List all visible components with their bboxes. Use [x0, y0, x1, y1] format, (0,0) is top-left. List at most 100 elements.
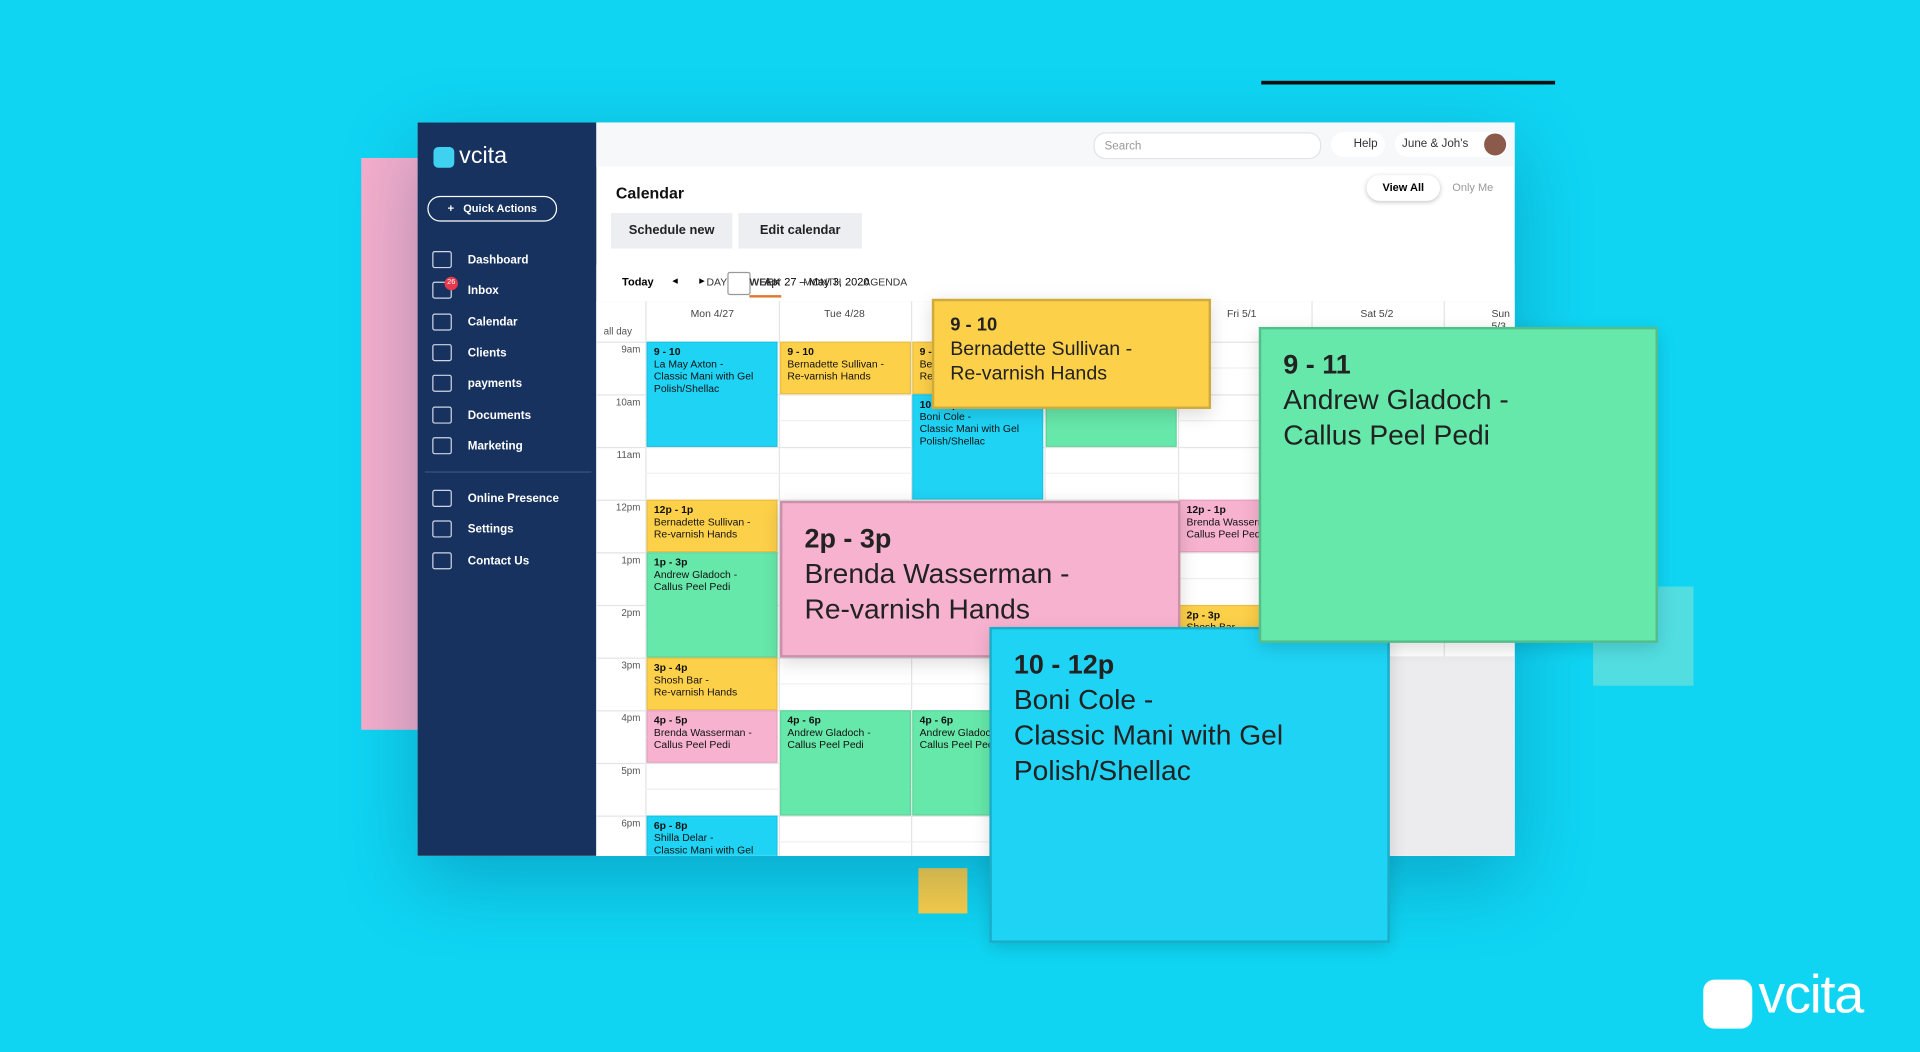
- calendar-toolbar: Today ◂ ▸ Apr 27 – May 3, 2020 DAY WEEK MO…: [596, 264, 1515, 303]
- event-popup: 2p - 3p Brenda Wasserman - Re-varnish Hand…: [780, 500, 1181, 658]
- only-me[interactable]: Only Me: [1452, 181, 1494, 194]
- event[interactable]: 3p - 4p Shosh Bar - Re-varnish Hands: [646, 657, 778, 711]
- day-header: Fri 5/1: [1226, 307, 1257, 320]
- popup-text: Andrew Gladoch -: [1283, 383, 1509, 416]
- nav-item[interactable]: Documents: [467, 408, 532, 422]
- footer-logo-icon: [1703, 979, 1753, 1029]
- today[interactable]: Today: [622, 275, 654, 288]
- nav-item[interactable]: Inbox: [467, 284, 499, 298]
- event-text: Re-varnish Hands: [653, 685, 738, 698]
- event-time: 9 - 10: [787, 345, 814, 358]
- event[interactable]: 9 - 10 La May Axton - Classic Mani with Ge…: [646, 341, 778, 447]
- quick-actions-label: Quick Actions: [463, 202, 537, 215]
- hour-line: [596, 446, 1515, 449]
- popup-text: Re-varnish Hands: [950, 363, 1108, 385]
- hour-line: [596, 499, 1515, 501]
- popup-text: Classic Mani with Gel: [1013, 718, 1284, 751]
- event-text: Classic Mani with Gel: [653, 843, 754, 856]
- popup-time: 9 - 11: [1283, 348, 1351, 380]
- nav-item[interactable]: Contact Us: [467, 554, 530, 568]
- popup-time: 10 - 12p: [1013, 648, 1115, 680]
- event-popup: 9 - 11 Andrew Gladoch - Callus Peel Pedi: [1258, 326, 1658, 643]
- event-time: 9 - 10: [653, 345, 681, 358]
- edit-calendar[interactable]: Edit calendar: [738, 213, 863, 249]
- inbox-badge: 26: [444, 276, 458, 291]
- popup-text: Re-varnish Hands: [804, 592, 1030, 625]
- nav-icon: [432, 374, 452, 393]
- date-picker[interactable]: [727, 271, 751, 296]
- hour-label: 12pm: [615, 502, 641, 514]
- plus: +: [447, 202, 464, 215]
- all-day: all day: [603, 325, 632, 337]
- view-tab: DAY: [706, 275, 728, 288]
- divider: [424, 471, 592, 473]
- nav-item[interactable]: Clients: [467, 346, 507, 360]
- date-range: Apr 27 – May 3, 2020: [764, 275, 870, 288]
- popup-text: Boni Cole -: [1013, 683, 1154, 716]
- logo-icon: [433, 146, 455, 168]
- hour-label: 3pm: [621, 660, 641, 672]
- event-time: 6p - 8p: [653, 819, 688, 832]
- prev[interactable]: ◂: [672, 274, 678, 287]
- hour-label: 10am: [615, 396, 641, 408]
- next[interactable]: ▸: [699, 274, 705, 287]
- event-text: Andrew Gladoch -: [787, 726, 871, 739]
- event-time: 12p - 1p: [1186, 503, 1226, 516]
- event[interactable]: 12p - 1p Bernadette Sullivan - Re-varnish …: [646, 499, 778, 553]
- logo-text: vcita: [459, 143, 508, 169]
- hour-label: 2pm: [621, 607, 641, 619]
- topbar: Search Help June & Joh's: [596, 122, 1515, 167]
- page-title: Calendar: [615, 183, 685, 203]
- schedule-new[interactable]: Schedule new: [611, 213, 733, 249]
- half-hour-line: [645, 472, 1515, 474]
- event-text: La May Axton -: [653, 357, 724, 370]
- nav-item[interactable]: Dashboard: [467, 253, 529, 267]
- view-tab: AGENDA: [863, 275, 908, 288]
- event-time: 4p - 6p: [919, 713, 954, 727]
- view-all[interactable]: View All: [1366, 175, 1441, 201]
- nav-icon: [432, 489, 452, 507]
- event-time: 4p - 6p: [787, 713, 821, 727]
- event[interactable]: 4p - 6p Andrew Gladoch - Callus Peel Pedi: [780, 710, 912, 816]
- nav-icon: [432, 405, 452, 424]
- hour-label: 9am: [621, 344, 641, 356]
- event-text: Brenda Wasserman -: [653, 726, 752, 739]
- nav-icon: [432, 551, 452, 569]
- event-text: Callus Peel Pedi: [919, 738, 996, 751]
- event-text: Classic Mani with Gel Polish/Shellac: [653, 369, 754, 395]
- nav-icon: [432, 312, 452, 331]
- popup-time: 9 - 10: [950, 314, 998, 336]
- popup-text: Brenda Wasserman -: [804, 557, 1070, 589]
- nav-item[interactable]: Calendar: [467, 315, 518, 329]
- event-text: Shosh Bar -: [653, 673, 709, 686]
- avatar: [1484, 133, 1507, 156]
- search[interactable]: Search: [1093, 132, 1322, 160]
- event-time: 3p - 4p: [653, 661, 688, 674]
- nav-item[interactable]: Online Presence: [467, 492, 559, 506]
- quick-actions[interactable]: + Quick Actions: [427, 195, 558, 222]
- nav-item[interactable]: Marketing: [467, 439, 523, 453]
- event[interactable]: 1p - 3p Andrew Gladoch - Callus Peel Pedi: [646, 552, 778, 658]
- nav-item[interactable]: Settings: [467, 523, 514, 537]
- event-text: Andrew Gladoch -: [919, 726, 1003, 739]
- event[interactable]: 4p - 5p Brenda Wasserman - Callus Peel Ped…: [646, 710, 778, 763]
- nav-icon: [432, 281, 452, 300]
- day-header: Sat 5/2: [1360, 307, 1394, 320]
- view-tab: MONTH: [803, 275, 842, 288]
- help[interactable]: Help: [1331, 132, 1385, 157]
- popup-text: Polish/Shellac: [1013, 754, 1191, 787]
- search-placeholder: Search: [1104, 139, 1142, 154]
- event-text: Boni Cole -: [919, 410, 972, 423]
- hour-label: 11am: [616, 449, 641, 461]
- hour-label: 6pm: [621, 817, 641, 829]
- nav-item[interactable]: payments: [467, 377, 523, 391]
- popup-text: Callus Peel Pedi: [1283, 418, 1490, 451]
- event-popup: 10 - 12p Boni Cole - Classic Mani with Gel…: [989, 626, 1390, 943]
- event[interactable]: 6p - 8p Shilla Delar - Classic Mani with G…: [646, 815, 778, 856]
- event-time: 1p - 3p: [653, 555, 688, 569]
- nav-icon: [432, 343, 452, 362]
- event-text: Callus Peel Pedi: [787, 738, 864, 751]
